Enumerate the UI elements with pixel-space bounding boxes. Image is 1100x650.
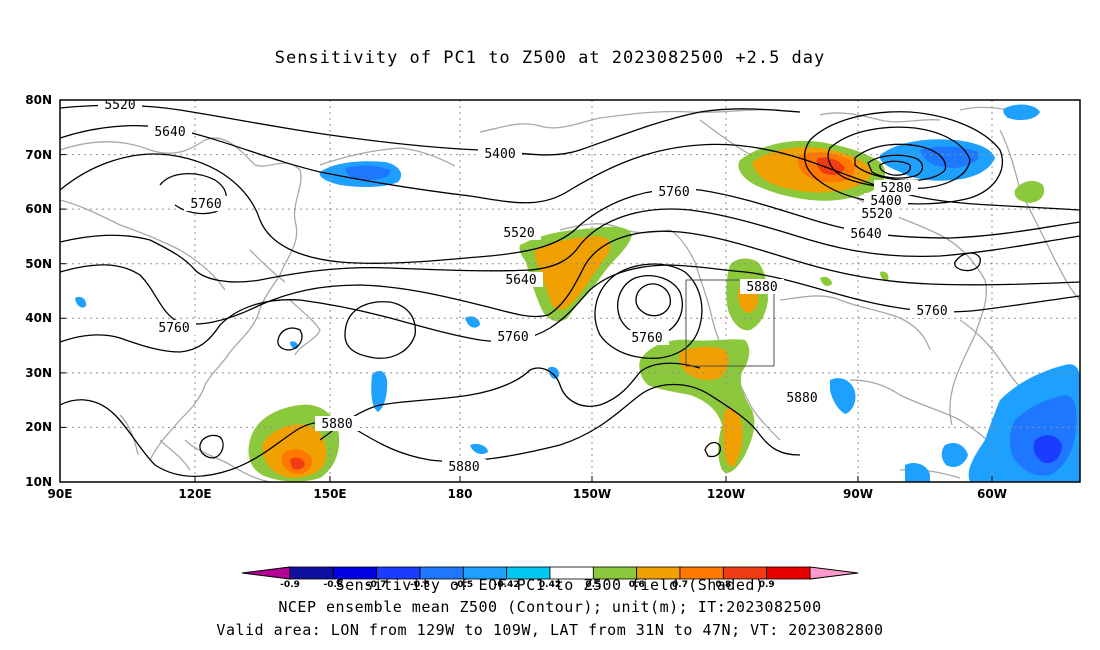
contour-label: 5880 xyxy=(315,416,359,432)
contour-label: 5400 xyxy=(864,193,908,209)
colorbar-label: 0.9 xyxy=(759,580,775,590)
lon-label: 180 xyxy=(447,487,472,501)
valid-area-box xyxy=(685,279,775,367)
lon-label: 60W xyxy=(977,487,1007,501)
lon-label: 150W xyxy=(573,487,611,501)
svg-text:5640: 5640 xyxy=(850,227,881,242)
ticks xyxy=(60,99,993,482)
contour-label: 5760 xyxy=(184,196,228,212)
contour-label: 5760 xyxy=(910,303,954,319)
svg-text:5880: 5880 xyxy=(321,417,352,432)
contour-label: 5520 xyxy=(855,206,899,222)
svg-text:5760: 5760 xyxy=(658,185,689,200)
contour-label: 5640 xyxy=(844,226,888,242)
svg-text:5520: 5520 xyxy=(861,207,892,222)
contour-label: 5880 xyxy=(780,390,824,406)
plot-frame xyxy=(59,99,1081,483)
footer-line-2: NCEP ensemble mean Z500 (Contour); unit(… xyxy=(278,598,822,616)
svg-text:5280: 5280 xyxy=(880,181,911,196)
svg-text:5640: 5640 xyxy=(505,273,536,288)
lat-label: 10N xyxy=(25,475,52,489)
svg-text:5760: 5760 xyxy=(631,331,662,346)
colorbar-label: -0.6 xyxy=(410,580,430,590)
colorbar-label: 0.8 xyxy=(715,580,731,590)
contour-label: 5760 xyxy=(625,330,669,346)
svg-text:5640: 5640 xyxy=(154,125,185,140)
lon-label: 90E xyxy=(48,487,73,501)
svg-text:5400: 5400 xyxy=(484,147,515,162)
contour-label: 5400 xyxy=(478,146,522,162)
svg-text:5880: 5880 xyxy=(448,460,479,475)
svg-text:5520: 5520 xyxy=(104,98,135,113)
contour-label: 5520 xyxy=(98,98,142,113)
svg-text:5760: 5760 xyxy=(190,197,221,212)
contour-labels: 5520 5640 5760 5400 5760 5520 5640 5760 … xyxy=(98,98,954,475)
contour-label: 5880 xyxy=(740,279,784,295)
svg-text:5880: 5880 xyxy=(746,280,777,295)
svg-text:5400: 5400 xyxy=(870,194,901,209)
footer-line-1: Sensitivity of EOF PC1 to Z500 field (Sh… xyxy=(335,576,765,594)
svg-text:5880: 5880 xyxy=(786,391,817,406)
contour-label: 5280 xyxy=(874,180,918,196)
colorbar-label: 0.42 xyxy=(539,580,561,590)
longitude-labels: 90E 120E 150E 180 150W 120W 90W 60W xyxy=(48,487,1007,501)
lat-label: 50N xyxy=(25,257,52,271)
colorbar-label: -0.42 xyxy=(494,580,520,590)
lat-label: 60N xyxy=(25,202,52,216)
colorbar-swatch xyxy=(766,566,811,580)
colorbar-label: -0.9 xyxy=(280,580,300,590)
colorbar-label: -0.8 xyxy=(323,580,343,590)
lon-label: 120E xyxy=(178,487,211,501)
lat-label: 30N xyxy=(25,366,52,380)
contour-label: 5880 xyxy=(442,459,486,475)
lon-label: 150E xyxy=(313,487,346,501)
svg-text:5760: 5760 xyxy=(158,321,189,336)
colorbar-label: -0.7 xyxy=(367,580,387,590)
map-title: Sensitivity of PC1 to Z500 at 2023082500… xyxy=(274,48,826,68)
contour-label: 5760 xyxy=(491,329,535,345)
svg-text:5760: 5760 xyxy=(916,304,947,319)
colorbar-labels: -0.9 -0.8 -0.7 -0.6 -0.5 -0.42 0.42 0.5 0.6 0.7 0.… xyxy=(280,580,774,590)
svg-text:5760: 5760 xyxy=(497,330,528,345)
lat-label: 70N xyxy=(25,148,52,162)
colorbar-label: 0.7 xyxy=(672,580,688,590)
latitude-labels: 80N 70N 60N 50N 40N 30N 20N 10N xyxy=(25,93,52,489)
lon-label: 120W xyxy=(707,487,745,501)
lat-label: 80N xyxy=(25,93,52,107)
contour-label: 5760 xyxy=(152,320,196,336)
colorbar-label: 0.6 xyxy=(629,580,645,590)
svg-text:5520: 5520 xyxy=(503,226,534,241)
colorbar-label: 0.5 xyxy=(585,580,601,590)
lon-label: 90W xyxy=(843,487,873,501)
contour-label: 5640 xyxy=(499,272,543,288)
lat-label: 40N xyxy=(25,311,52,325)
colorbar-label: -0.5 xyxy=(453,580,473,590)
contour-label: 5760 xyxy=(652,184,696,200)
footer-line-3: Valid area: LON from 129W to 109W, LAT f… xyxy=(216,621,884,639)
colorbar xyxy=(241,566,859,580)
contour-label: 5640 xyxy=(148,124,192,140)
lat-label: 20N xyxy=(25,420,52,434)
shaded-sensitivity xyxy=(75,104,1080,482)
contour-label: 5520 xyxy=(497,225,541,241)
